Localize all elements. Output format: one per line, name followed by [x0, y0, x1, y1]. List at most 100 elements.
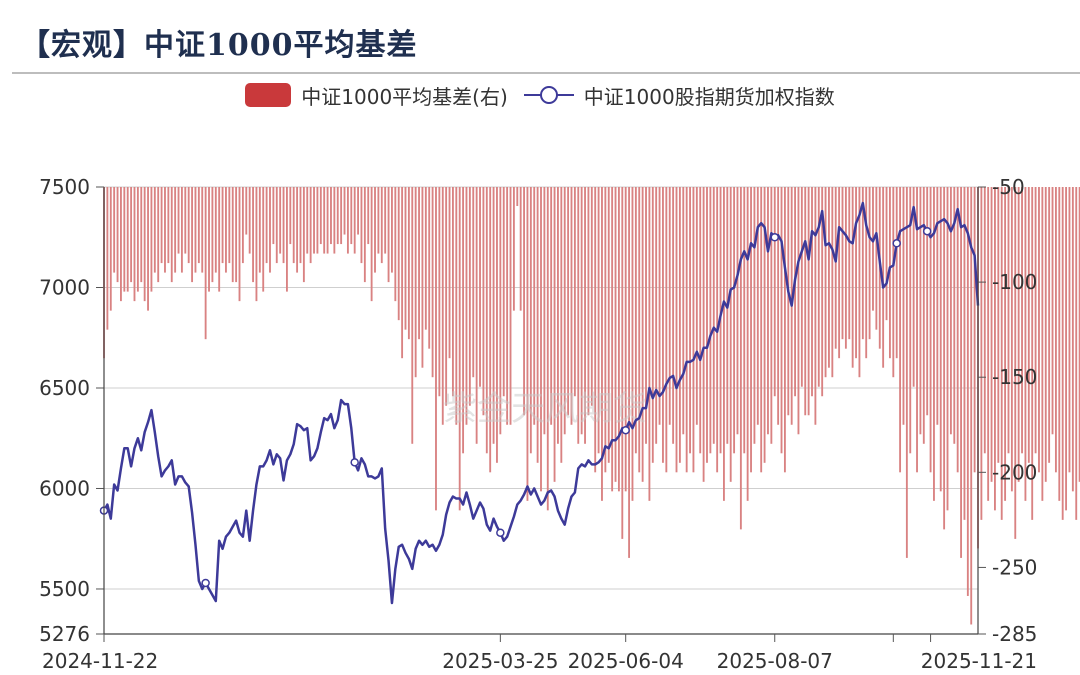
- basis-bar: [384, 187, 387, 254]
- basis-bar: [387, 187, 390, 283]
- basis-bar: [211, 187, 214, 283]
- basis-bar: [184, 187, 187, 254]
- basis-bar: [316, 187, 319, 254]
- basis-bar: [275, 187, 278, 264]
- basis-bar: [245, 187, 248, 235]
- basis-bar: [519, 187, 522, 311]
- basis-bar: [546, 187, 549, 511]
- basis-bar: [685, 187, 688, 473]
- basis-bar: [821, 187, 824, 397]
- legend-item-index[interactable]: 中证1000股指期货加权指数: [523, 81, 835, 110]
- basis-bar: [855, 187, 857, 359]
- basis-bar: [611, 187, 614, 492]
- basis-bar: [147, 187, 149, 311]
- basis-bar: [506, 187, 509, 425]
- y-left-tick-label: 5276: [39, 622, 90, 646]
- basis-bar: [970, 187, 973, 625]
- basis-bar: [336, 187, 339, 245]
- basis-bar: [153, 187, 156, 273]
- basis-bar: [208, 187, 210, 292]
- basis-bar: [225, 187, 227, 273]
- basis-bar: [164, 187, 166, 273]
- legend-item-basis[interactable]: 中证1000平均基差(右): [245, 81, 508, 110]
- basis-bar: [794, 187, 797, 397]
- basis-bar: [746, 187, 749, 501]
- basis-bar: [590, 187, 593, 406]
- basis-bar: [926, 187, 929, 416]
- y-left-tick-label: 5500: [39, 577, 90, 601]
- basis-bar: [1041, 187, 1044, 501]
- basis-bar: [1054, 187, 1057, 473]
- y-right-tick-label: -250: [992, 555, 1037, 579]
- basis-bar: [668, 187, 671, 425]
- basis-bar: [120, 187, 122, 302]
- basis-bar: [1017, 187, 1020, 482]
- basis-bar: [160, 187, 163, 264]
- basis-bar: [807, 187, 810, 416]
- basis-bar: [241, 187, 244, 264]
- basis-bar: [573, 187, 576, 397]
- basis-bar: [868, 187, 871, 340]
- basis-bar: [340, 187, 343, 245]
- basis-bar: [309, 187, 312, 264]
- basis-bar: [512, 187, 515, 311]
- basis-bar: [401, 187, 404, 359]
- basis-bar: [601, 187, 603, 501]
- basis-bar: [438, 187, 441, 397]
- basis-bar: [851, 187, 854, 368]
- index-line-marker: [201, 578, 210, 588]
- basis-bar: [1014, 187, 1017, 539]
- basis-bar: [584, 187, 586, 444]
- basis-bar: [702, 187, 705, 482]
- basis-bar: [367, 187, 370, 245]
- basis-bar: [238, 187, 241, 302]
- basis-bar: [377, 187, 380, 254]
- basis-bar: [472, 187, 475, 378]
- basis-bar: [214, 187, 217, 273]
- basis-bar: [180, 187, 183, 273]
- basis-bar: [489, 187, 492, 473]
- basis-bar: [123, 187, 126, 292]
- basis-bar: [526, 187, 529, 501]
- basis-bar: [682, 187, 685, 435]
- basis-bar: [319, 187, 322, 245]
- y-left-tick-label: 6500: [39, 376, 90, 400]
- basis-bar: [912, 187, 915, 387]
- basis-bar: [675, 187, 678, 473]
- basis-bar: [502, 187, 505, 397]
- basis-bar: [543, 187, 546, 435]
- basis-bar: [844, 187, 847, 349]
- basis-bar: [919, 187, 922, 435]
- basis-bar: [902, 187, 905, 425]
- basis-bar: [194, 187, 197, 273]
- basis-bar: [922, 187, 925, 444]
- basis-bar: [265, 187, 268, 264]
- basis-bar: [391, 187, 393, 273]
- basis-bar: [411, 187, 414, 444]
- basis-bar: [960, 187, 962, 558]
- x-tick-label: 2024-11-22: [42, 649, 158, 673]
- basis-bar: [272, 187, 275, 245]
- basis-bar: [956, 187, 959, 473]
- basis-bar: [1061, 187, 1064, 520]
- basis-bar: [689, 187, 691, 454]
- chart-legend[interactable]: 中证1000平均基差(右) 中证1000股指期货加权指数: [0, 80, 1080, 110]
- basis-bar: [973, 187, 976, 473]
- basis-bar: [485, 187, 488, 454]
- basis-bar: [509, 187, 512, 425]
- basis-bar: [655, 187, 658, 444]
- basis-bar: [363, 187, 366, 283]
- basis-bar: [228, 187, 231, 264]
- index-line-marker: [770, 232, 779, 242]
- basis-bar: [763, 187, 766, 463]
- basis-bar: [1024, 187, 1027, 501]
- basis-bar: [360, 187, 363, 264]
- basis-bar: [113, 187, 116, 273]
- basis-bar: [929, 187, 932, 473]
- basis-bar: [1044, 187, 1047, 482]
- basis-bar: [899, 187, 902, 473]
- basis-bar: [445, 187, 448, 406]
- basis-bar: [279, 187, 282, 254]
- basis-bar: [533, 187, 536, 425]
- basis-bar: [262, 187, 265, 292]
